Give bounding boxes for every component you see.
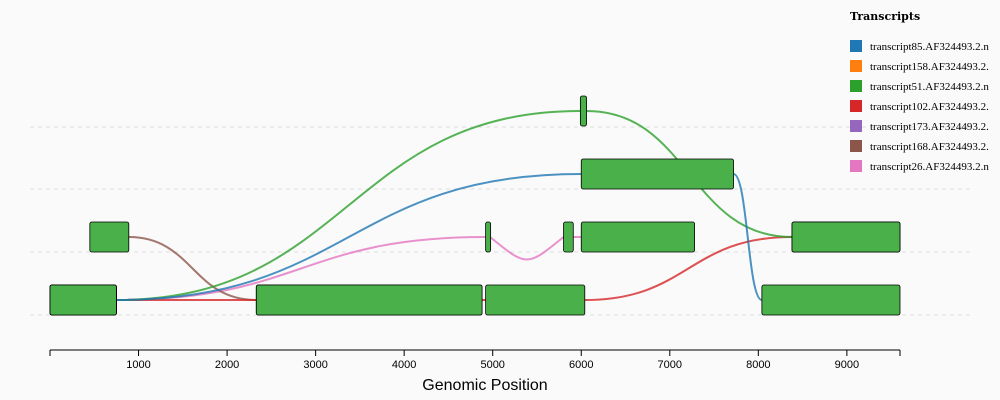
x-tick-label: 4000 (392, 359, 416, 371)
x-tick-label: 3000 (303, 359, 327, 371)
x-tick-label: 7000 (658, 359, 682, 371)
exon-block (89, 221, 130, 253)
legend-swatch (850, 100, 862, 112)
legend-label: transcript26.AF324493.2.n (870, 161, 989, 173)
legend-swatch (850, 60, 862, 72)
x-tick-label: 5000 (480, 359, 504, 371)
legend-label: transcript168.AF324493.2. (870, 141, 989, 153)
legend-item: transcript85.AF324493.2.n (850, 40, 989, 53)
legend-swatch (850, 160, 862, 172)
legend-swatch (850, 80, 862, 92)
exon-blocks (49, 95, 901, 316)
legend-item: transcript51.AF324493.2.n (850, 80, 989, 93)
legend-item: transcript102.AF324493.2. (850, 100, 989, 113)
legend-label: transcript173.AF324493.2. (870, 121, 989, 133)
exon-block (255, 284, 483, 316)
exon-block (485, 284, 586, 316)
legend-swatch (850, 140, 862, 152)
legend-swatch (850, 40, 862, 52)
junction-arc (116, 110, 581, 301)
legend: Transcripts transcript85.AF324493.2.n tra… (850, 10, 989, 173)
exon-block (791, 221, 901, 253)
junction-arcs (116, 110, 792, 301)
junction-arc (733, 173, 763, 301)
x-axis: 1000 2000 3000 4000 5000 6000 7000 8000 9000 (49, 349, 901, 371)
x-axis-title: Genomic Position (422, 377, 547, 394)
legend-item: transcript173.AF324493.2. (850, 120, 989, 133)
exon-block (580, 221, 695, 253)
legend-label: transcript158.AF324493.2. (870, 61, 989, 73)
junction-arc (116, 173, 582, 301)
legend-label: transcript85.AF324493.2.n (870, 41, 989, 53)
exon-block (563, 221, 574, 253)
legend-item: transcript168.AF324493.2. (850, 140, 989, 153)
exon-block (579, 95, 587, 127)
x-tick-label: 9000 (835, 359, 859, 371)
junction-arc (128, 236, 257, 301)
legend-label: transcript51.AF324493.2.n (870, 81, 989, 93)
exon-block (485, 221, 492, 253)
legend-item: transcript158.AF324493.2. (850, 60, 989, 73)
legend-swatch (850, 120, 862, 132)
exon-block (580, 158, 734, 190)
exon-block (761, 284, 901, 316)
x-tick-label: 6000 (569, 359, 593, 371)
x-tick-label: 1000 (126, 359, 150, 371)
exon-block (49, 284, 117, 316)
legend-title: Transcripts (850, 10, 920, 23)
legend-label: transcript102.AF324493.2. (870, 101, 989, 113)
x-tick-label: 8000 (746, 359, 770, 371)
junction-arc (489, 236, 565, 261)
legend-item: transcript26.AF324493.2.n (850, 160, 989, 173)
junction-arc (584, 236, 792, 301)
x-tick-label: 2000 (215, 359, 239, 371)
